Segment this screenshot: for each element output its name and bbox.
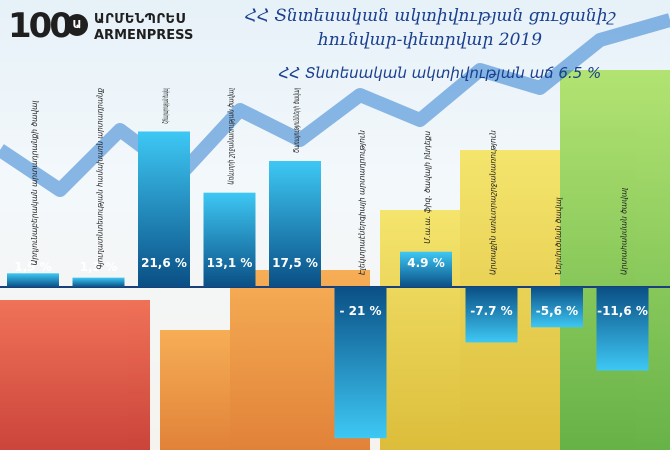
bar-3 xyxy=(203,192,256,287)
category-label-3: Առևտրի շրջանառության ծավալ xyxy=(227,88,236,185)
chart-title: ՀՀ Տնտեսական ակտիվության ցուցանիշ xyxy=(244,6,616,26)
chart-period: հունվար-փետրվար 2019 xyxy=(317,30,543,50)
value-label-2: 21,6 % xyxy=(141,256,187,270)
value-label-0: 1,9 % xyxy=(14,260,51,274)
logo-mark-icon: Ա xyxy=(66,14,88,36)
bar-7 xyxy=(465,287,518,343)
value-label-1: 1,3 % xyxy=(80,260,117,274)
logo-number: 100 xyxy=(8,6,73,46)
category-label-0: Արդյունաբերական արտադրանքի ծավալ xyxy=(30,100,39,265)
bar-5 xyxy=(334,287,387,439)
value-label-7: -7.7 % xyxy=(470,304,512,318)
bar-6 xyxy=(400,251,452,287)
bar-2 xyxy=(138,131,190,287)
bar-9 xyxy=(596,287,649,371)
category-label-7: Արտաքին առևտրաշրջանառություն xyxy=(489,130,498,275)
bar-0 xyxy=(7,273,59,287)
chart-subtitle: ՀՀ Տնտեսական ակտիվության աճ 6.5 % xyxy=(278,64,602,82)
logo-text-latin: ARMENPRESS xyxy=(94,28,194,43)
bar-8 xyxy=(531,287,583,328)
category-label-8: Ներմուծման ծավալ xyxy=(554,197,563,275)
category-label-4: Ծառայությունների ծավալ xyxy=(292,88,301,153)
category-label-6: Մ․ա․ա․ ֆիզ․ ծավալի ինդեքս xyxy=(423,131,432,244)
value-label-3: 13,1 % xyxy=(207,256,253,270)
bar-4 xyxy=(269,161,321,287)
value-label-5: - 21 % xyxy=(339,304,381,318)
value-label-6: 4.9 % xyxy=(407,256,444,270)
value-label-9: -11,6 % xyxy=(597,304,648,318)
category-label-9: Արտահանման ծավալ xyxy=(620,188,629,275)
logo-text-armenian: ԱՐՄԵՆՊՐԵՍ xyxy=(94,12,186,27)
category-label-2: Շինարարության ծավալ xyxy=(161,88,170,123)
armenpress-logo: 100 Ա ԱՐՄԵՆՊՐԵՍ ARMENPRESS xyxy=(8,6,208,48)
value-label-8: -5,6 % xyxy=(536,304,578,318)
value-label-4: 17,5 % xyxy=(272,256,318,270)
bar-1 xyxy=(72,277,125,287)
category-label-1: Գյուղատնտեսության համախառն արտադրանք xyxy=(96,88,105,270)
category-label-5: Էլեկտրաէներգիայի արտադրություն xyxy=(358,130,367,275)
